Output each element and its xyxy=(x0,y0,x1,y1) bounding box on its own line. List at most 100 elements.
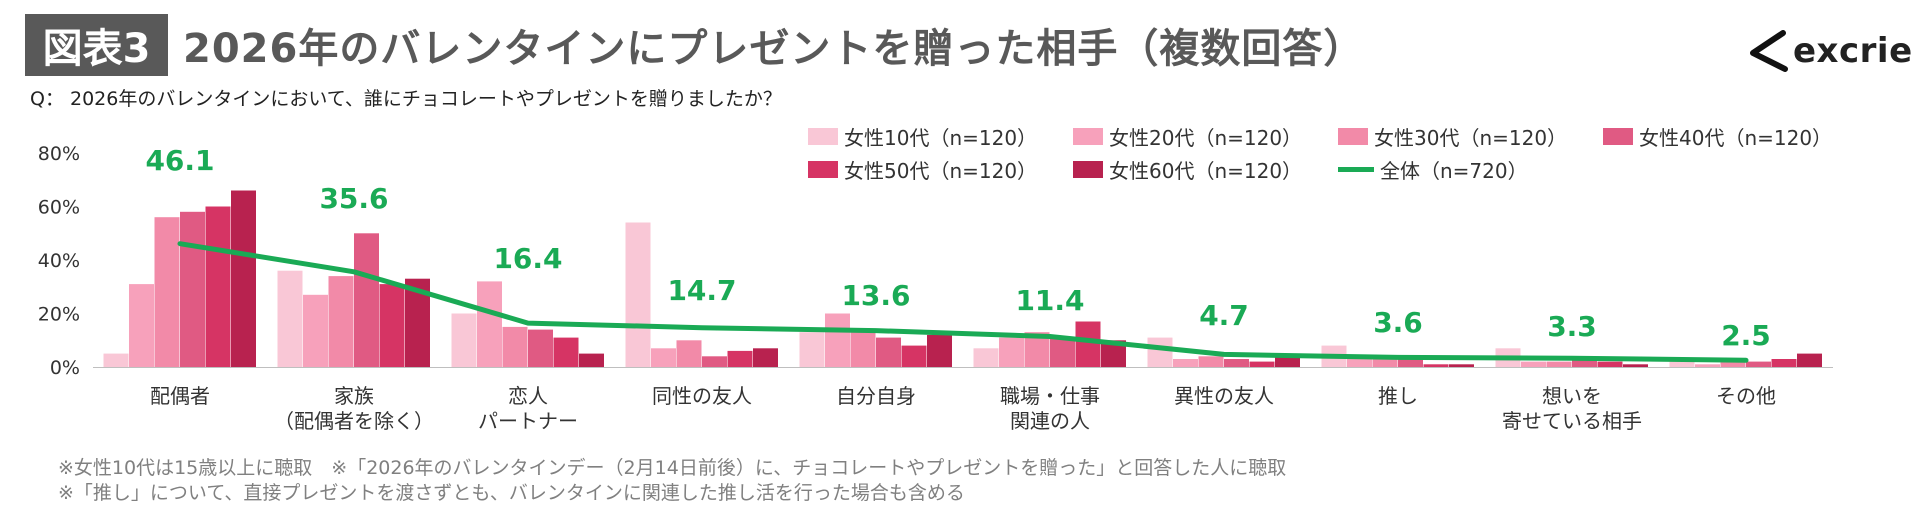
y-tick-label: 20% xyxy=(38,304,80,326)
bar-f60-7 xyxy=(1449,364,1474,367)
bar-f30-0 xyxy=(154,217,180,367)
legend-swatch-f50 xyxy=(808,161,838,178)
bar-f60-0 xyxy=(231,190,256,367)
bar-f10-8 xyxy=(1495,348,1521,367)
bar-f60-8 xyxy=(1623,364,1648,367)
y-tick-label: 40% xyxy=(38,250,80,272)
bar-f60-4 xyxy=(927,334,952,367)
category-label: （配偶者を除く） xyxy=(274,409,434,433)
total-series-line xyxy=(177,241,1749,363)
total-data-label: 35.6 xyxy=(319,182,388,215)
footnote-2: ※「推し」について、直接プレゼントを渡さずとも、バレンタインに関連した推し活を行… xyxy=(58,482,965,504)
bar-f40-2 xyxy=(528,329,553,367)
y-tick-label: 80% xyxy=(38,143,80,165)
bar-f60-1 xyxy=(405,278,430,367)
bar-f20-5 xyxy=(999,337,1024,367)
bar-f50-5 xyxy=(1075,321,1101,367)
bar-f40-1 xyxy=(354,233,379,368)
bar-f50-3 xyxy=(727,350,753,367)
bar-f30-9 xyxy=(1720,361,1746,367)
bar-f10-9 xyxy=(1669,361,1695,367)
total-data-label: 16.4 xyxy=(493,242,562,275)
total-data-label: 46.1 xyxy=(145,144,214,177)
category-label: 想いを xyxy=(1542,384,1602,408)
bar-f50-9 xyxy=(1771,359,1797,367)
bar-f10-4 xyxy=(799,332,825,367)
category-label: 関連の人 xyxy=(1010,409,1090,433)
legend-swatch-f60 xyxy=(1073,161,1103,178)
category-label: 寄せている相手 xyxy=(1502,409,1642,433)
category-label: その他 xyxy=(1716,384,1776,408)
legend-swatch-f30 xyxy=(1338,128,1368,145)
total-data-label: 3.6 xyxy=(1373,306,1423,339)
bar-f60-3 xyxy=(753,348,778,367)
legend-item-f20: 女性20代（n=120） xyxy=(1073,122,1302,151)
bar-f20-7 xyxy=(1347,359,1372,367)
excrie-logo: excrie xyxy=(1745,26,1913,76)
legend-label-f40: 女性40代（n=120） xyxy=(1639,126,1833,150)
bar-f40-8 xyxy=(1572,359,1597,367)
category-label: 自分自身 xyxy=(836,384,916,408)
bar-f10-2 xyxy=(451,313,477,367)
legend-item-f40: 女性40代（n=120） xyxy=(1603,122,1832,151)
logo-text: excrie xyxy=(1793,31,1913,71)
category-label: 推し xyxy=(1378,384,1418,408)
legend-label-f20: 女性20代（n=120） xyxy=(1109,126,1303,150)
bar-f10-0 xyxy=(103,353,129,367)
legend-item-f60: 女性60代（n=120） xyxy=(1073,155,1302,184)
bar-f40-6 xyxy=(1224,359,1249,367)
figure-badge: 図表3 xyxy=(25,14,168,76)
bar-f10-3 xyxy=(625,222,651,367)
bar-f10-5 xyxy=(973,348,999,367)
question-text: Q： 2026年のバレンタインにおいて、誰にチョコレートやプレゼントを贈りました… xyxy=(30,88,782,110)
legend-swatch-f10 xyxy=(808,128,838,145)
y-tick-label: 60% xyxy=(38,197,80,219)
bar-f30-6 xyxy=(1198,356,1224,367)
total-data-label: 14.7 xyxy=(667,274,736,307)
bar-f60-9 xyxy=(1797,353,1822,367)
bar-f30-1 xyxy=(328,276,354,367)
bar-f20-3 xyxy=(651,348,676,367)
category-label: 恋人 xyxy=(508,384,548,408)
bar-f20-2 xyxy=(477,281,502,367)
bar-f10-7 xyxy=(1321,345,1347,367)
category-label: 同性の友人 xyxy=(652,384,752,408)
bar-f20-1 xyxy=(303,294,328,367)
total-data-label: 2.5 xyxy=(1721,319,1771,352)
bar-f40-3 xyxy=(702,356,727,367)
total-data-label: 13.6 xyxy=(841,279,910,312)
category-label: 異性の友人 xyxy=(1174,384,1274,408)
category-label: 配偶者 xyxy=(150,384,210,408)
footnote-1: ※女性10代は15歳以上に聴取 ※「2026年のバレンタインデー（2月14日前後… xyxy=(58,457,1287,479)
legend-swatch-f20 xyxy=(1073,128,1103,145)
legend-label-total: 全体（n=720） xyxy=(1380,159,1528,183)
bar-f40-4 xyxy=(876,337,901,367)
bar-f50-7 xyxy=(1423,364,1449,367)
bar-f20-6 xyxy=(1173,359,1198,367)
bar-f30-8 xyxy=(1546,361,1572,367)
bar-f10-6 xyxy=(1147,337,1173,367)
legend-label-f30: 女性30代（n=120） xyxy=(1374,126,1568,150)
chart-title: 2026年のバレンタインにプレゼントを贈った相手（複数回答） xyxy=(183,26,1365,72)
bar-f30-7 xyxy=(1372,356,1398,367)
bar-f50-2 xyxy=(553,337,579,367)
legend-item-f10: 女性10代（n=120） xyxy=(808,122,1037,151)
legend-swatch-total xyxy=(1338,167,1374,172)
legend-item-f50: 女性50代（n=120） xyxy=(808,155,1037,184)
bar-f30-3 xyxy=(676,340,702,368)
category-label: パートナー xyxy=(478,409,578,433)
total-data-label: 11.4 xyxy=(1015,284,1084,317)
legend-label-f10: 女性10代（n=120） xyxy=(844,126,1038,150)
bar-f40-9 xyxy=(1746,361,1771,367)
bar-f20-9 xyxy=(1695,364,1720,367)
total-data-label: 3.3 xyxy=(1547,310,1597,343)
bar-f50-8 xyxy=(1597,361,1623,367)
legend-item-f30: 女性30代（n=120） xyxy=(1338,122,1567,151)
bar-f60-2 xyxy=(579,353,604,367)
excrie-logo-icon xyxy=(1750,30,1788,72)
category-label: 家族 xyxy=(334,384,374,408)
category-label: 職場・仕事 xyxy=(1000,384,1100,408)
bar-f50-0 xyxy=(205,206,231,367)
legend-label-f60: 女性60代（n=120） xyxy=(1109,159,1303,183)
